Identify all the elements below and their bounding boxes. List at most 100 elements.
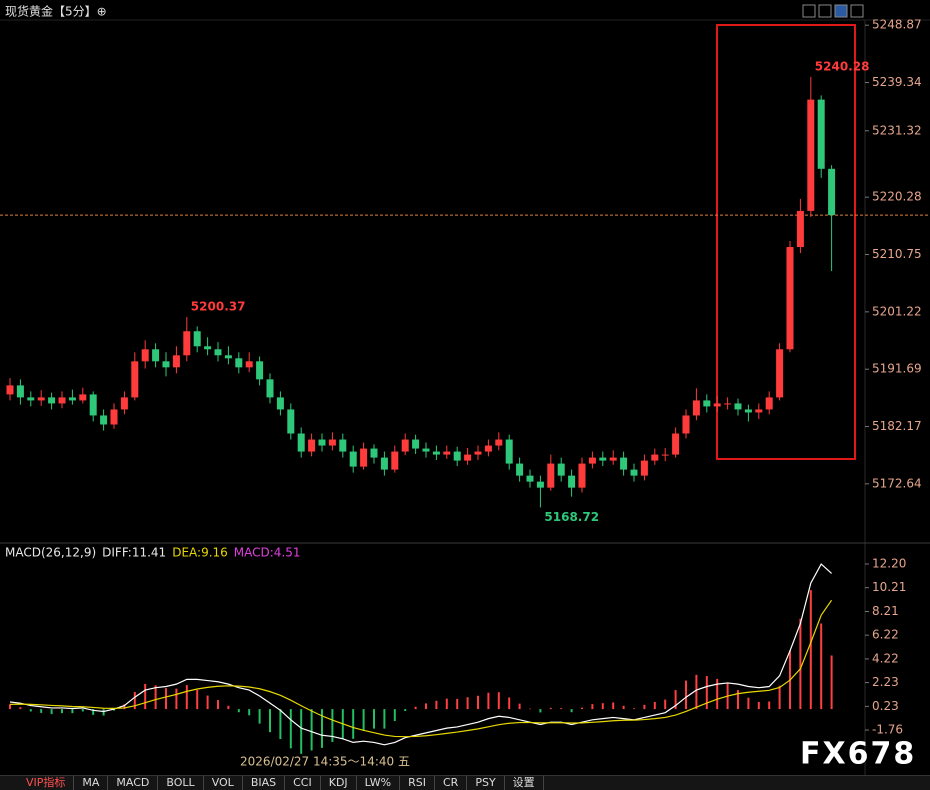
- macd-bar: [40, 709, 43, 713]
- button[interactable]: [850, 4, 864, 18]
- indicator-tab[interactable]: BIAS: [243, 776, 286, 790]
- y-tick-label: 5172.64: [872, 476, 922, 490]
- candle-body: [131, 361, 139, 398]
- macd-bar: [393, 709, 396, 721]
- candle-body: [100, 415, 108, 425]
- y-tick-label: 10.21: [872, 580, 906, 594]
- macd-bar: [643, 704, 646, 710]
- y-tick-label: 0.23: [872, 699, 899, 713]
- macd-bar: [653, 701, 656, 710]
- macd-bar: [206, 695, 209, 710]
- macd-bar: [352, 709, 355, 739]
- candle-body: [16, 385, 24, 398]
- candle-body: [349, 451, 357, 467]
- macd-bar: [362, 709, 365, 731]
- macd-bar: [310, 709, 313, 751]
- candle-body: [443, 451, 451, 455]
- candle-body: [48, 397, 56, 404]
- candle-body: [172, 355, 180, 368]
- candle-body: [432, 451, 440, 455]
- candle-body: [110, 409, 118, 425]
- macd-bar: [518, 703, 521, 710]
- macd-bar: [81, 709, 84, 712]
- candle-body: [318, 439, 326, 446]
- legend-entry: DEA:9.16: [172, 546, 228, 560]
- y-tick-label: 5220.28: [872, 190, 922, 204]
- indicator-tab[interactable]: CCI: [285, 776, 321, 790]
- candle-body: [620, 457, 628, 470]
- chart-title: 现货黄金【5分】⊕: [5, 4, 107, 19]
- macd-bar: [19, 707, 22, 710]
- candle-body: [630, 469, 638, 476]
- legend-entry: MACD(26,12,9): [5, 546, 96, 560]
- macd-bar: [165, 688, 167, 710]
- indicator-tab[interactable]: MA: [74, 776, 109, 790]
- macd-line: [9, 599, 833, 738]
- candle-body: [224, 355, 232, 359]
- indicator-toolbar: VIP指标 MA MACD BOLL VOL BIAS CCI KDJ LW% RSI CR PSY 设…: [0, 775, 930, 790]
- macd-bar: [331, 709, 334, 742]
- indicator-tab[interactable]: LW%: [357, 776, 401, 790]
- macd-bar: [830, 655, 833, 710]
- candle-body: [120, 397, 128, 410]
- macd-bar: [175, 688, 178, 710]
- indicator-tab[interactable]: 设置: [505, 776, 544, 790]
- cursor-time: 2026/02/27 14:35～14:40 五: [240, 755, 410, 769]
- extreme-label: 5240.28: [815, 59, 870, 73]
- candle-body: [193, 331, 201, 347]
- candle-body: [703, 400, 711, 407]
- button[interactable]: [802, 4, 816, 18]
- candle-body: [682, 415, 690, 434]
- macd-bar: [695, 674, 698, 710]
- button[interactable]: [818, 4, 832, 18]
- candle-body: [37, 397, 45, 401]
- macd-bar: [497, 692, 500, 710]
- indicator-tab[interactable]: BOLL: [158, 776, 204, 790]
- candle-body: [588, 457, 596, 464]
- candle-body: [776, 349, 784, 398]
- y-tick-label: -1.76: [872, 723, 903, 737]
- candle-body: [796, 210, 804, 248]
- candle-body: [692, 400, 700, 416]
- button[interactable]: [834, 4, 848, 18]
- macd-bar: [622, 705, 625, 710]
- macd-bar: [237, 709, 240, 713]
- indicator-tab[interactable]: MACD: [108, 776, 159, 790]
- indicator-tab[interactable]: CR: [435, 776, 468, 790]
- macd-bar: [113, 709, 115, 711]
- macd-bar: [560, 708, 563, 710]
- candle-body: [266, 379, 274, 398]
- candle-body: [422, 448, 430, 452]
- macd-bar: [383, 709, 386, 729]
- macd-bar: [50, 709, 53, 715]
- candle-body: [68, 397, 76, 401]
- macd-bar: [581, 707, 583, 710]
- macd-bar: [674, 690, 677, 710]
- macd-line: [9, 563, 833, 746]
- candle-body: [256, 361, 264, 380]
- macd-bar: [414, 706, 417, 710]
- candle-body: [360, 448, 368, 467]
- candle-body: [308, 439, 316, 452]
- candle-body: [79, 394, 87, 401]
- y-tick-label: 12.20: [872, 557, 906, 571]
- candle-body: [204, 346, 212, 350]
- window-buttons: [802, 4, 864, 18]
- candle-body: [245, 361, 253, 368]
- indicator-tab[interactable]: KDJ: [321, 776, 357, 790]
- legend-entry: MACD:4.51: [234, 546, 301, 560]
- indicator-tab[interactable]: VOL: [204, 776, 243, 790]
- candle-body: [328, 439, 336, 446]
- candle-body: [640, 460, 648, 476]
- macd-bar: [612, 702, 615, 710]
- y-tick-label: 5231.32: [872, 123, 922, 137]
- macd-bar: [799, 618, 802, 710]
- indicator-tab[interactable]: RSI: [400, 776, 435, 790]
- y-tick-label: 5191.69: [872, 362, 922, 376]
- macd-bar: [591, 704, 594, 710]
- candle-body: [391, 451, 399, 470]
- indicator-tab[interactable]: PSY: [467, 776, 505, 790]
- indicator-tab[interactable]: VIP指标: [18, 776, 75, 790]
- macd-bar: [549, 707, 552, 710]
